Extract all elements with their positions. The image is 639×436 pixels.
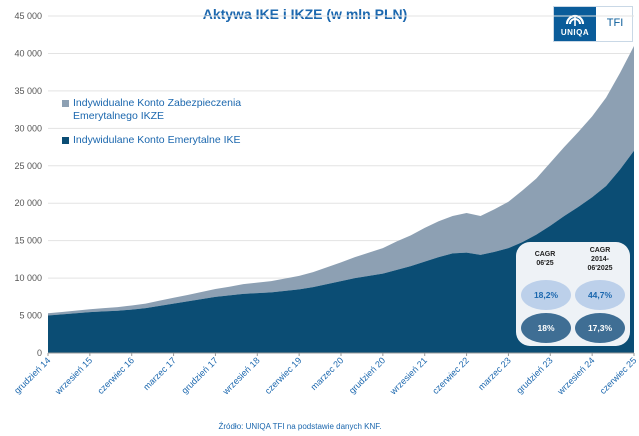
x-tick-label: grudzień 23 (514, 355, 554, 395)
x-tick-label: wrzesień 18 (220, 355, 262, 397)
x-tick-label: czerwiec 19 (263, 355, 304, 396)
y-tick-label: 5 000 (19, 311, 42, 321)
x-tick-label: wrzesień 15 (53, 355, 95, 397)
cagr-ike-2014-2025: 17,3% (575, 313, 625, 343)
cagr-ike-06-25: 18% (521, 313, 571, 343)
x-tick-label: czerwiec 16 (95, 355, 136, 396)
chart-title: Aktywa IKE i IKZE (w mln PLN) (202, 6, 408, 22)
y-tick-label: 25 000 (14, 161, 42, 171)
logo-emblem: UNIQA (554, 7, 596, 41)
x-tick-label: grudzień 20 (347, 355, 387, 395)
cagr-ikze-06-25: 18,2% (521, 280, 571, 310)
y-tick-label: 35 000 (14, 86, 42, 96)
y-tick-label: 0 (37, 348, 42, 358)
y-tick-label: 15 000 (14, 236, 42, 246)
x-tick-label: marzec 17 (141, 355, 178, 392)
area-series-ike (48, 150, 634, 353)
legend-item-ike: Indywidulane Konto Emerytalne IKE (62, 134, 292, 147)
y-tick-label: 30 000 (14, 123, 42, 133)
y-tick-label: 45 000 (14, 11, 42, 21)
logo-tfi: TFI (606, 17, 624, 29)
x-tick-label: grudzień 14 (12, 355, 52, 395)
uniqa-tfi-logo: UNIQA TFI (553, 6, 633, 42)
y-tick-label: 40 000 (14, 48, 42, 58)
legend-label-ike: Indywidulane Konto Emerytalne IKE (73, 134, 241, 146)
cagr-ikze-2014-2025: 44,7% (575, 280, 625, 310)
x-tick-label: czerwiec 25 (598, 355, 639, 396)
x-tick-label: wrzesień 24 (555, 355, 597, 397)
x-tick-label: grudzień 17 (180, 355, 220, 395)
x-tick-label: wrzesień 21 (387, 355, 429, 397)
y-tick-label: 20 000 (14, 198, 42, 208)
x-tick-label: marzec 23 (476, 355, 513, 392)
source-note: Źródło: UNIQA TFI na podstawie danych KN… (218, 422, 382, 431)
logo-word: UNIQA (560, 28, 590, 37)
legend-label-ikze: Indywidualne Konto Zabezpieczenia Emeryt… (73, 97, 242, 122)
cagr-header-2014-2025: CAGR 2014- 06'2025 (587, 247, 613, 272)
legend-swatch-ike (62, 137, 69, 144)
cagr-panel: CAGR 06'25 CAGR 2014- 06'2025 18,2% 44,7… (516, 242, 630, 346)
cagr-header-06-25: CAGR 06'25 (534, 251, 556, 267)
y-tick-label: 10 000 (14, 273, 42, 283)
x-tick-label: marzec 20 (309, 355, 346, 392)
legend-swatch-ikze (62, 100, 69, 107)
legend-item-ikze: Indywidualne Konto Zabezpieczenia Emeryt… (62, 97, 262, 123)
area-series-ikze (48, 45, 634, 316)
x-tick-label: czerwiec 22 (430, 355, 471, 396)
